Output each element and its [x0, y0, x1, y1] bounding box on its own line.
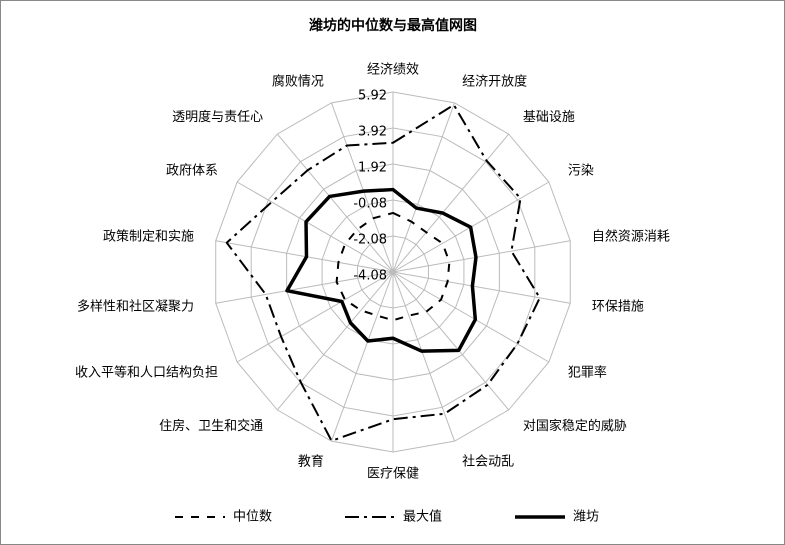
- r-tick-label: 5.92: [358, 89, 387, 104]
- spoke: [330, 102, 394, 273]
- spoke: [215, 271, 394, 304]
- r-tick-label: 1.92: [358, 161, 387, 176]
- legend-label: 最大值: [403, 509, 442, 525]
- category-label: 对国家稳定的威胁: [523, 418, 627, 434]
- category-label: 多样性和社区凝聚力: [77, 299, 194, 315]
- spoke: [276, 133, 394, 273]
- r-tick-label: -2.08: [353, 233, 387, 248]
- category-label: 污染: [568, 164, 594, 179]
- category-label: 经济绩效: [367, 63, 419, 78]
- spoke: [392, 240, 571, 273]
- spoke: [276, 271, 394, 411]
- category-label: 社会动乱: [462, 453, 514, 469]
- spoke: [392, 133, 510, 273]
- r-tick-label: -4.08: [353, 269, 387, 284]
- r-tick-label: -0.08: [353, 197, 387, 212]
- series-line: [285, 187, 478, 353]
- category-label: 犯罪率: [568, 365, 607, 381]
- r-tick-label: 3.92: [358, 125, 387, 140]
- spoke: [392, 271, 510, 411]
- category-label: 住房、卫生和交通: [159, 418, 263, 434]
- category-label: 透明度与责任心: [172, 109, 263, 125]
- category-label: 环保措施: [592, 300, 644, 315]
- category-label: 自然资源消耗: [592, 228, 670, 244]
- category-label: 政府体系: [166, 164, 218, 179]
- spoke: [392, 271, 571, 304]
- category-label: 政策制定和实施: [103, 228, 194, 244]
- spoke: [392, 102, 456, 273]
- chart-title: 潍坊的中位数与最高值网图: [309, 17, 477, 34]
- category-label: 医疗保健: [367, 467, 419, 482]
- spoke: [392, 271, 550, 363]
- legend-label: 潍坊: [573, 510, 599, 525]
- spoke: [215, 240, 394, 273]
- category-label: 腐败情况: [272, 75, 324, 90]
- spoke: [392, 271, 456, 442]
- category-label: 基础设施: [523, 110, 575, 125]
- category-label: 教育: [298, 453, 324, 469]
- spoke: [236, 181, 394, 273]
- spoke: [330, 271, 394, 442]
- category-label: 经济开放度: [462, 74, 527, 90]
- spoke: [236, 271, 394, 363]
- category-label: 收入平等和人口结构负担: [75, 365, 218, 381]
- legend-label: 中位数: [233, 510, 272, 525]
